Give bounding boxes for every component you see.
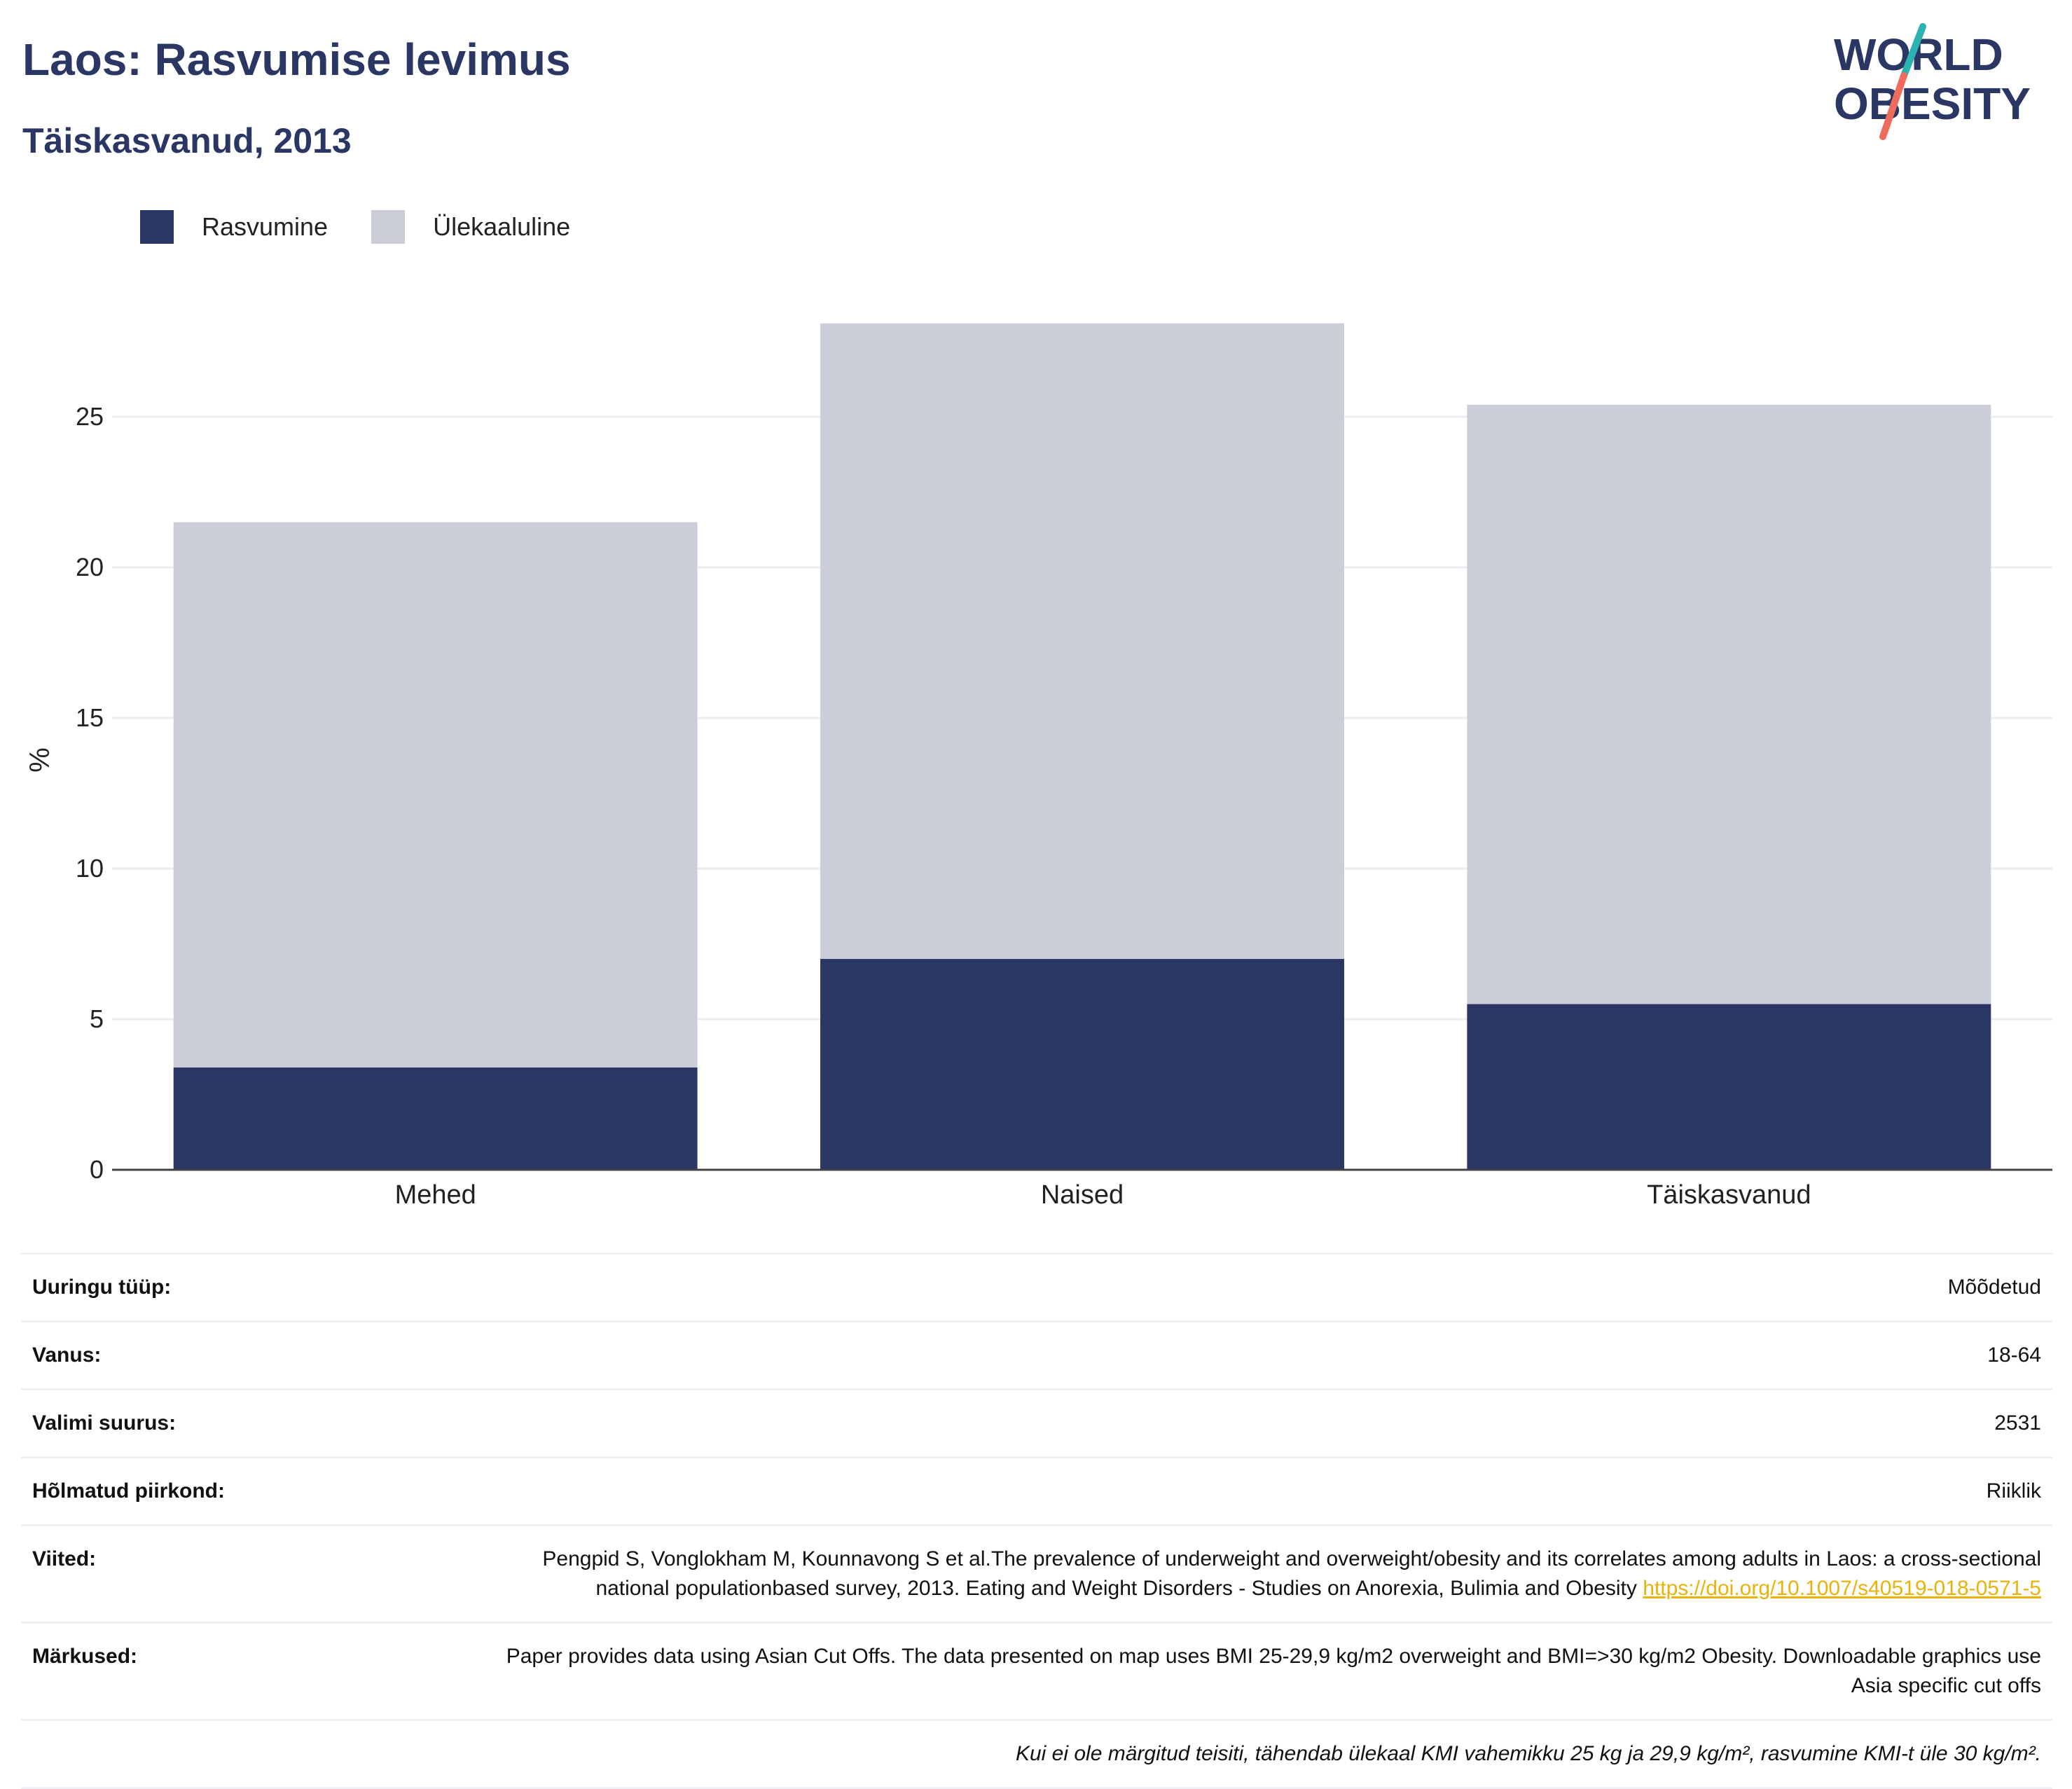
reference-link[interactable]: https://doi.org/10.1007/s40519-018-0571-… (1643, 1577, 2041, 1600)
y-tick-label: 5 (90, 1004, 104, 1033)
info-row-area: Hõlmatud piirkond: Riiklik (21, 1456, 2052, 1526)
footnote: Kui ei ole märgitud teisiti, tähendab ül… (21, 1719, 2052, 1789)
bar-obesity (1467, 1004, 1991, 1170)
logo-slash-teal (1900, 23, 1926, 79)
info-key: Viited: (21, 1524, 492, 1623)
bar-obesity (820, 959, 1344, 1170)
legend-label-rasvumine: Rasvumine (202, 212, 329, 241)
info-value: Mõõdetud (492, 1252, 2052, 1322)
info-key: Uuringu tüüp: (21, 1252, 492, 1322)
info-key: Hõlmatud piirkond: (21, 1456, 492, 1526)
y-axis-label: % (25, 747, 55, 773)
y-tick-label: 20 (76, 553, 104, 581)
y-tick-label: 15 (76, 703, 104, 732)
info-value: Riiklik (492, 1456, 2052, 1526)
info-value: 18-64 (492, 1320, 2052, 1390)
reference-text: Pengpid S, Vonglokham M, Kounnavong S et… (542, 1547, 2041, 1600)
bar-obesity (173, 1067, 698, 1170)
legend-swatch-ulekaaluline (371, 210, 406, 244)
world-obesity-logo: WORLD OBESITY (1834, 23, 2031, 140)
bar-overweight (1467, 404, 1991, 1004)
info-row-survey-type: Uuringu tüüp: Mõõdetud (21, 1252, 2052, 1322)
stacked-bar-chart: 0 5 10 15 20 25 Mehed Naised Täiskasvanud% (25, 323, 2052, 1210)
info-key: Märkused: (21, 1622, 492, 1720)
info-value: Paper provides data using Asian Cut Offs… (492, 1622, 2052, 1720)
x-tick-label: Täiskasvanud (1647, 1180, 1811, 1210)
x-tick-label: Mehed (395, 1180, 476, 1210)
survey-info-table: Uuringu tüüp: Mõõdetud Vanus: 18-64 Vali… (21, 1252, 2052, 1789)
page-title: Laos: Rasvumise levimus (22, 34, 571, 85)
legend-item-ulekaaluline[interactable]: Ülekaaluline (371, 210, 570, 244)
logo-slash-coral (1879, 72, 1907, 140)
page-subtitle: Täiskasvanud, 2013 (22, 121, 352, 160)
info-key: Valimi suurus: (21, 1388, 492, 1458)
info-value: Pengpid S, Vonglokham M, Kounnavong S et… (492, 1524, 2052, 1623)
chart-legend: Rasvumine Ülekaaluline (140, 209, 614, 245)
legend-item-rasvumine[interactable]: Rasvumine (140, 210, 328, 244)
legend-label-ulekaaluline: Ülekaaluline (433, 212, 571, 241)
info-row-remarks: Märkused: Paper provides data using Asia… (21, 1622, 2052, 1720)
bar-overweight (173, 522, 698, 1068)
info-key: Vanus: (21, 1320, 492, 1390)
info-row-footnote: Kui ei ole märgitud teisiti, tähendab ül… (21, 1719, 2052, 1789)
y-tick-label: 0 (90, 1155, 104, 1184)
info-row-age: Vanus: 18-64 (21, 1320, 2052, 1390)
info-row-references: Viited: Pengpid S, Vonglokham M, Kounnav… (21, 1524, 2052, 1623)
legend-swatch-rasvumine (140, 210, 174, 244)
x-tick-label: Naised (1041, 1180, 1124, 1210)
info-row-sample-size: Valimi suurus: 2531 (21, 1388, 2052, 1458)
y-tick-label: 10 (76, 854, 104, 883)
logo-line-2: OBESITY (1834, 78, 2031, 129)
info-value: 2531 (492, 1388, 2052, 1458)
y-tick-label: 25 (76, 402, 104, 431)
bar-overweight (820, 323, 1344, 959)
